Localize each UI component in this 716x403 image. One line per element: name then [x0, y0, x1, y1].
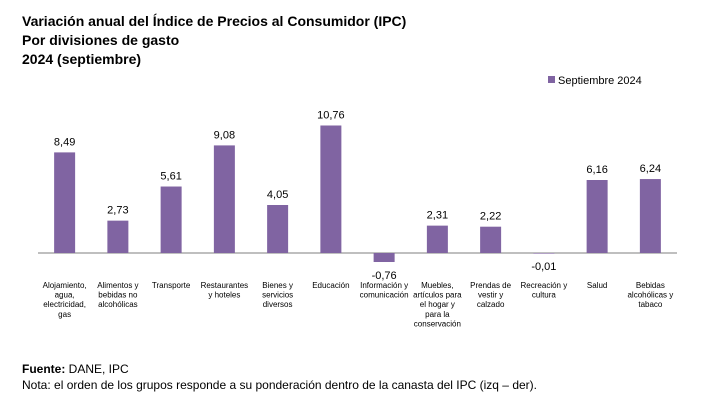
category-label-line: para la — [425, 310, 450, 319]
category-label-line: agua, — [55, 291, 75, 300]
category-label-line: Información y — [360, 281, 408, 290]
bar — [426, 225, 448, 253]
bar — [320, 125, 342, 253]
category-label: Bienes y servicios diversos — [262, 281, 293, 309]
category-label: Restaurantes y hoteles — [201, 281, 249, 300]
category-label-line: y hoteles — [208, 291, 240, 300]
category-label: Transporte — [152, 281, 191, 290]
bar — [107, 220, 129, 253]
category-label: Prendas de vestir y calzado — [470, 281, 511, 309]
category-label-line: tabaco — [638, 300, 663, 309]
source-value: DANE, IPC — [65, 362, 129, 376]
data-label: 6,16 — [586, 164, 607, 176]
category-label: Salud — [587, 281, 607, 290]
bar — [586, 180, 608, 253]
title-line-3: 2024 (septiembre) — [22, 51, 142, 67]
category-label-line: Restaurantes — [201, 281, 249, 290]
data-label: 2,31 — [427, 210, 448, 222]
category-label-line: servicios — [262, 291, 293, 300]
category-label-line: Bebidas — [636, 281, 665, 290]
data-label: 10,76 — [317, 109, 345, 121]
data-label: -0,01 — [531, 261, 556, 273]
legend-swatch — [548, 76, 555, 83]
category-label-line: Prendas de — [470, 281, 511, 290]
category-label-line: artículos para — [413, 291, 462, 300]
category-label: Recreación y cultura — [521, 281, 568, 300]
category-label-line: Muebles, — [421, 281, 453, 290]
data-label: 2,22 — [480, 211, 501, 223]
data-label: 8,49 — [54, 136, 75, 148]
category-label-line: Recreación y — [521, 281, 568, 290]
category-label: Bebidas alcohólicas y tabaco — [627, 281, 673, 309]
bar — [54, 152, 76, 253]
bar — [160, 186, 182, 253]
category-label-line: Salud — [587, 281, 607, 290]
source-line: Fuente: DANE, IPC — [22, 362, 129, 376]
category-label-line: gas — [58, 310, 71, 319]
category-label-line: comunicación — [360, 291, 409, 300]
category-label: Información y comunicación — [360, 281, 409, 300]
category-label-line: calzado — [477, 300, 505, 309]
chart-title: Variación anual del Índice de Precios al… — [22, 12, 406, 69]
bar — [533, 253, 555, 254]
title-line-2: Por divisiones de gasto — [22, 32, 180, 48]
bar — [267, 205, 289, 253]
data-label: 6,24 — [640, 163, 661, 175]
data-label: 2,73 — [107, 205, 128, 217]
category-label: Educación — [312, 281, 349, 290]
category-label-line: conservación — [414, 319, 461, 328]
category-label-line: Alojamiento, — [43, 281, 87, 290]
category-label-line: bebidas no — [98, 291, 138, 300]
category-label-line: Transporte — [152, 281, 191, 290]
category-label-line: cultura — [532, 291, 557, 300]
category-label-line: alcohólicas y — [627, 291, 673, 300]
source-label: Fuente: — [22, 362, 66, 376]
bar — [373, 253, 395, 263]
bar — [639, 179, 661, 253]
category-label-line: alcohólicas — [98, 300, 138, 309]
category-label: Muebles, artículos para el hogar y para la c… — [413, 281, 462, 328]
category-label-line: electricidad, — [43, 300, 86, 309]
category-label-line: Educación — [312, 281, 349, 290]
legend-label: Septiembre 2024 — [558, 75, 642, 87]
data-label: 9,08 — [214, 129, 235, 141]
category-label: Alojamiento, agua, electricidad, gas — [43, 281, 87, 319]
category-label: Alimentos y bebidas no alcohólicas — [97, 281, 138, 309]
category-label-line: vestir y — [478, 291, 503, 300]
data-label: 5,61 — [160, 171, 181, 183]
bar — [480, 226, 502, 253]
bar — [213, 145, 235, 253]
data-label: 4,05 — [267, 189, 288, 201]
data-label: -0,76 — [372, 270, 397, 282]
category-label-line: diversos — [263, 300, 293, 309]
category-label-line: el hogar y — [420, 300, 455, 309]
category-label-line: Bienes y — [262, 281, 293, 290]
footnote: Nota: el orden de los grupos responde a … — [22, 378, 537, 392]
title-line-1: Variación anual del Índice de Precios al… — [22, 13, 407, 29]
category-label-line: Alimentos y — [97, 281, 138, 290]
